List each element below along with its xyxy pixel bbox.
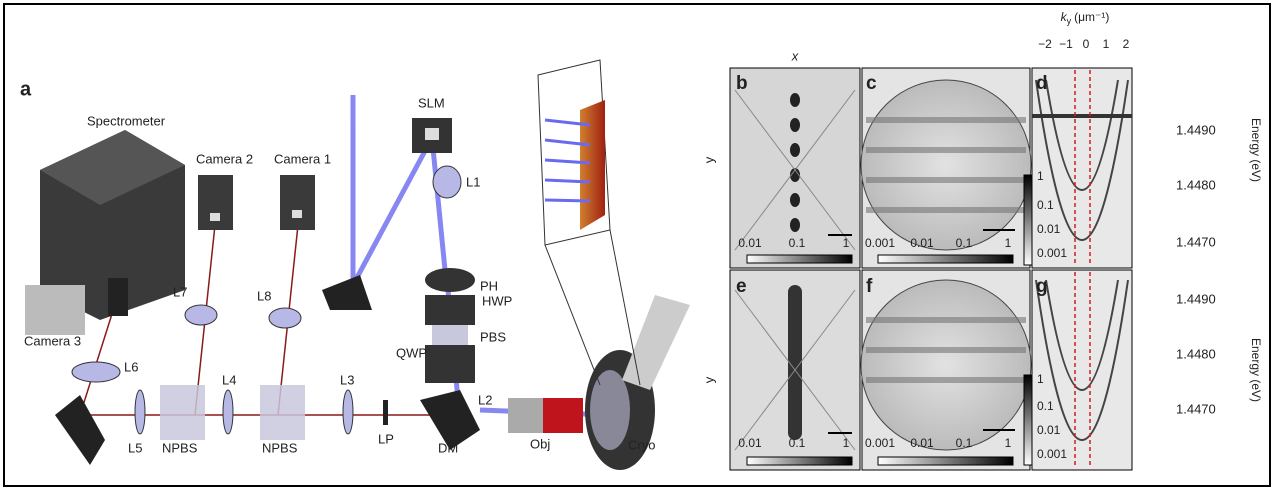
tick-label: −1 (1059, 37, 1073, 51)
label: L2 (478, 392, 492, 407)
colorbar-label: 1 (1037, 372, 1044, 386)
axis-label: y (701, 156, 716, 163)
axis-label: Energy (eV) (1249, 118, 1263, 182)
label: LP (378, 431, 394, 446)
label: L3 (340, 372, 354, 387)
label: QWP (396, 345, 427, 360)
colorbar-label: 0.1 (956, 436, 973, 450)
tick-label: 1 (1103, 37, 1110, 51)
colorbar-label: 0.001 (1037, 246, 1067, 260)
colorbar-label: 0.001 (865, 436, 895, 450)
colorbar-label: 0.1 (789, 236, 806, 250)
panel-label: c (866, 73, 877, 94)
tick-label: 2 (1123, 37, 1130, 51)
axis-label: ky(μm⁻¹) (1061, 10, 1110, 26)
ky-subscript: y (1067, 16, 1072, 26)
panel-label: d (1036, 73, 1048, 94)
label: L5 (128, 440, 142, 455)
measurement-panels (730, 68, 1132, 470)
figure: a Spectrometer Camera 2 Camera 1 SLM L1 … (0, 0, 1276, 490)
label: SLM (418, 95, 445, 110)
tick-label: 1.4470 (1176, 401, 1216, 416)
label: DM (438, 440, 458, 455)
colorbar-label: 0.01 (738, 436, 762, 450)
axis-label: y (701, 376, 716, 383)
colorbar-label: 0.1 (1037, 399, 1054, 413)
colorbar-label: 1 (1005, 436, 1012, 450)
colorbar-label: 1 (843, 436, 850, 450)
label: Camera 2 (196, 151, 253, 166)
colorbar-label: 0.01 (910, 436, 934, 450)
label: L1 (466, 174, 480, 189)
label: L7 (173, 284, 187, 299)
label: PH (480, 278, 498, 293)
tick-label: 1.4490 (1176, 122, 1216, 137)
label: PBS (480, 329, 506, 344)
tick-label: 1.4490 (1176, 291, 1216, 306)
colorbar-label: 0.01 (1037, 222, 1061, 236)
colorbar-label: 0.01 (910, 236, 934, 250)
label: HWP (482, 293, 512, 308)
colorbar-label: 1 (1005, 236, 1012, 250)
label: NPBS (262, 440, 298, 455)
label: Camera 3 (24, 333, 81, 348)
ky-unit: (μm⁻¹) (1074, 10, 1109, 24)
colorbar-label: 0.001 (1037, 447, 1067, 461)
colorbar-label: 1 (1037, 169, 1044, 183)
colorbar-label: 0.1 (1037, 198, 1054, 212)
panel-label: b (736, 73, 748, 94)
axis-label: x (791, 48, 799, 63)
panel-label: e (736, 276, 747, 297)
panel-label: g (1036, 276, 1048, 297)
label: NPBS (162, 440, 198, 455)
label: Spectrometer (87, 113, 166, 128)
tick-label: −2 (1038, 37, 1052, 51)
colorbar-label: 0.01 (738, 236, 762, 250)
tick-label: 0 (1083, 37, 1090, 51)
label: Cryo (628, 437, 655, 452)
panel-label: f (866, 276, 873, 297)
colorbar-label: 0.1 (956, 236, 973, 250)
colorbar-label: 0.01 (1037, 423, 1061, 437)
label: Camera 1 (274, 151, 331, 166)
tick-label: 1.4480 (1176, 346, 1216, 361)
panel-label: a (20, 78, 32, 100)
colorbar-label: 0.1 (789, 436, 806, 450)
label: L6 (124, 359, 138, 374)
tick-label: 1.4480 (1176, 177, 1216, 192)
label: Obj (530, 436, 550, 451)
label: L4 (222, 372, 236, 387)
label: L8 (257, 288, 271, 303)
colorbar-label: 1 (843, 236, 850, 250)
tick-label: 1.4470 (1176, 234, 1216, 249)
axis-label: Energy (eV) (1249, 338, 1263, 402)
colorbar-label: 0.001 (865, 236, 895, 250)
